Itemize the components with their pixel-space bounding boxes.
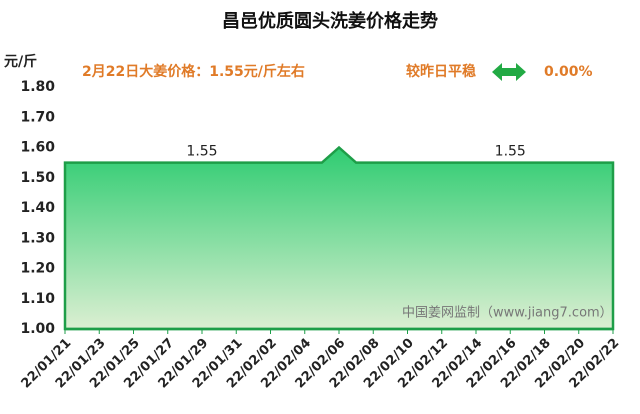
annotation: 2月22日大姜价格：1.55元/斤左右 — [82, 63, 305, 80]
area-fill — [65, 147, 613, 329]
y-tick-label: 1.70 — [20, 109, 55, 125]
y-tick-label: 1.20 — [20, 261, 55, 277]
area-line — [63, 145, 615, 331]
y-tick-label: 1.10 — [20, 291, 55, 307]
y-tick-label: 1.80 — [20, 79, 55, 95]
change-text: 较昨日平稳 — [406, 63, 476, 80]
y-tick-label: 1.50 — [20, 170, 55, 186]
change-value: 0.00% — [544, 64, 593, 80]
arrow-icon — [492, 63, 526, 81]
data-label: 1.55 — [495, 144, 526, 160]
y-unit: 元/斤 — [4, 53, 37, 70]
y-tick-label: 1.40 — [20, 200, 55, 216]
y-tick-label: 1.60 — [20, 140, 55, 156]
chart-title: 昌邑优质圆头洗姜价格走势 — [222, 10, 438, 32]
watermark: 中国姜网监制（www.jiang7.com） — [402, 306, 613, 321]
y-tick-label: 1.30 — [20, 230, 55, 246]
data-label: 1.55 — [186, 144, 217, 160]
y-tick-label: 1.00 — [20, 321, 55, 337]
